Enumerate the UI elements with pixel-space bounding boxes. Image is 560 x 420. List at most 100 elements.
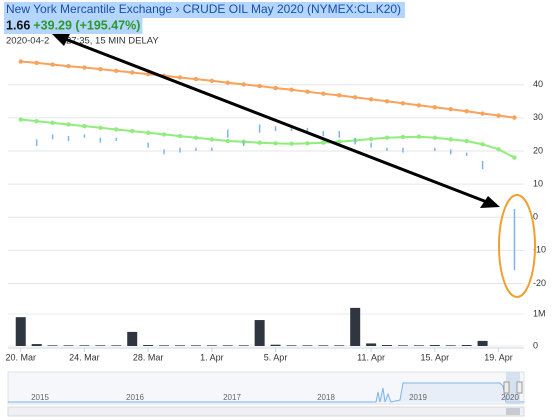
- series-point: [384, 135, 390, 140]
- series-point: [464, 138, 469, 144]
- series-point: [496, 147, 501, 152]
- series-point: [368, 136, 374, 142]
- navigator-handle[interactable]: [516, 381, 523, 394]
- plot-area: 40 30 20 10 0 -10 -20 1M 0 20. Mar 24. Mar 28. Mar 1…: [5, 59, 546, 362]
- arrow-head: [52, 34, 70, 46]
- price: 1.66: [6, 18, 30, 32]
- header: New York Mercantile Exchange › CRUDE OIL…: [4, 2, 406, 47]
- navigator-label: 2015: [31, 393, 49, 402]
- series-point: [82, 123, 87, 129]
- volume-bar: [127, 331, 138, 346]
- navigator-label: 2020: [501, 393, 519, 402]
- series-point: [98, 66, 103, 72]
- volume-bar: [47, 345, 58, 346]
- series-point: [257, 83, 262, 89]
- volume-bar: [397, 345, 408, 346]
- navigator-label: 2016: [126, 393, 144, 402]
- y-tick-label: -20: [533, 278, 546, 288]
- series-point: [34, 60, 39, 66]
- series-point: [114, 68, 119, 74]
- series-point: [289, 141, 294, 146]
- navigator-label: 2017: [223, 393, 241, 402]
- series-point: [384, 99, 390, 104]
- navigator-handle[interactable]: [503, 381, 510, 394]
- series-point: [50, 62, 55, 67]
- volume-bar: [238, 345, 249, 346]
- y-tick-label: 20: [533, 145, 543, 155]
- series-point: [50, 120, 55, 126]
- series-point: [321, 91, 326, 96]
- series-point: [432, 135, 438, 140]
- scrollbar[interactable]: [7, 406, 525, 417]
- volume-bar: [366, 343, 377, 346]
- series-point: [432, 105, 438, 110]
- x-tick-label: 19. Apr: [484, 352, 513, 362]
- x-tick-label: 28. Mar: [133, 352, 164, 362]
- volume-bar: [350, 307, 361, 346]
- series-point: [177, 133, 183, 139]
- navigator-label: 2018: [317, 393, 335, 402]
- volume-bar: [413, 345, 424, 346]
- y-tick-label: -10: [533, 245, 546, 255]
- y-tick-label: 0: [533, 212, 538, 222]
- selection-highlight: [4, 18, 143, 34]
- series-point: [225, 80, 230, 85]
- arrow-head: [480, 196, 500, 208]
- selection-highlight: [4, 2, 406, 18]
- series-point: [18, 117, 23, 122]
- series-point: [512, 115, 517, 120]
- y-tick-label: 0: [533, 340, 538, 350]
- volume-bar: [286, 345, 297, 346]
- x-tick-label: 11. Apr: [357, 352, 385, 362]
- series-point: [305, 89, 310, 94]
- series-point: [416, 103, 422, 108]
- series-point: [273, 141, 278, 146]
- series-point: [98, 125, 103, 130]
- volume-bar: [302, 345, 313, 346]
- series-point: [18, 59, 23, 64]
- series-point: [193, 76, 199, 82]
- volume-bar: [190, 345, 201, 346]
- volume-bar: [206, 345, 217, 346]
- series-point: [480, 111, 485, 116]
- x-tick-label: 24. Mar: [69, 352, 100, 362]
- y-tick-label: 10: [533, 178, 543, 188]
- series-point: [480, 142, 485, 147]
- x-tick-label: 1. Apr: [200, 352, 224, 362]
- navigator-window[interactable]: [506, 372, 520, 404]
- series-point: [321, 140, 326, 145]
- navigator: [7, 371, 525, 417]
- series-point: [177, 75, 183, 80]
- series-point: [34, 118, 39, 124]
- annotation: [52, 34, 536, 298]
- volume-bar: [31, 344, 42, 346]
- series-point: [209, 78, 215, 83]
- navigator-labels: 2015 2016 2017 2018 2019 2020: [31, 393, 519, 402]
- navigator-series: [8, 382, 524, 403]
- volume-bar: [318, 345, 329, 346]
- series-point: [352, 95, 358, 100]
- series-point: [400, 134, 406, 140]
- volume-bar: [334, 345, 345, 346]
- series-point: [512, 155, 517, 160]
- volume-bar: [382, 345, 393, 346]
- series-line: [20, 60, 515, 119]
- volume-bar: [429, 345, 440, 346]
- scrollbar-thumb[interactable]: [506, 408, 520, 415]
- series-point: [66, 122, 71, 127]
- series-point: [130, 70, 135, 75]
- volume-bar: [270, 344, 281, 346]
- series-point: [368, 97, 374, 102]
- y-tick-label: 30: [533, 112, 543, 122]
- volume-bar: [222, 345, 233, 346]
- series-point: [337, 93, 342, 98]
- series-point: [257, 140, 262, 145]
- breadcrumb: New York Mercantile Exchange › CRUDE OIL…: [6, 2, 401, 16]
- timestamp: 27:35, 15 MIN DELAY: [66, 36, 159, 47]
- series-point: [448, 107, 453, 112]
- volume-bar: [254, 320, 265, 346]
- volume-bar: [461, 345, 472, 346]
- series-point: [496, 113, 501, 118]
- series-point: [241, 82, 246, 87]
- x-tick-label: 20. Mar: [5, 352, 36, 362]
